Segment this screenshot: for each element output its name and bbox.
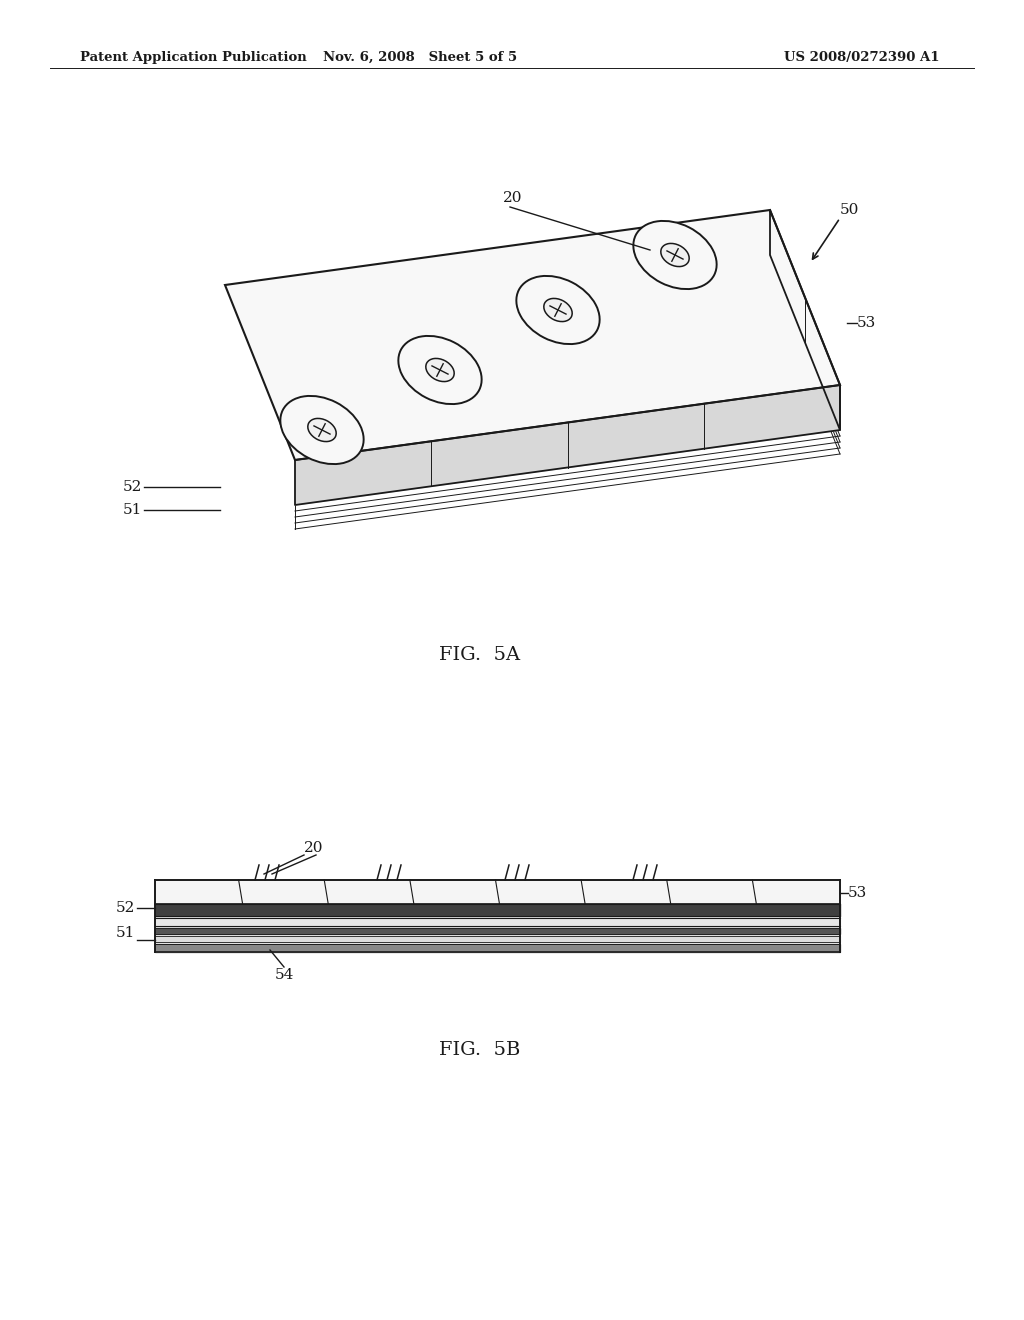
Polygon shape <box>155 944 840 952</box>
Text: 51: 51 <box>123 503 142 517</box>
Ellipse shape <box>516 276 600 345</box>
Text: 54: 54 <box>274 968 294 982</box>
Ellipse shape <box>634 220 717 289</box>
Text: 53: 53 <box>857 315 877 330</box>
Ellipse shape <box>308 418 336 442</box>
Text: 51: 51 <box>116 927 135 940</box>
Text: 20: 20 <box>503 191 522 205</box>
Text: 52: 52 <box>123 480 142 494</box>
Polygon shape <box>155 880 840 904</box>
Text: Patent Application Publication: Patent Application Publication <box>80 50 307 63</box>
Ellipse shape <box>426 359 455 381</box>
Text: US 2008/0272390 A1: US 2008/0272390 A1 <box>784 50 940 63</box>
Text: FIG.  5A: FIG. 5A <box>439 645 520 664</box>
Polygon shape <box>295 385 840 506</box>
Polygon shape <box>155 928 840 935</box>
Text: 53: 53 <box>848 886 867 900</box>
Text: 20: 20 <box>304 841 324 855</box>
Ellipse shape <box>544 298 572 322</box>
Ellipse shape <box>660 243 689 267</box>
Polygon shape <box>155 917 840 927</box>
Ellipse shape <box>398 335 481 404</box>
Text: Nov. 6, 2008   Sheet 5 of 5: Nov. 6, 2008 Sheet 5 of 5 <box>323 50 517 63</box>
Polygon shape <box>155 936 840 942</box>
Polygon shape <box>770 210 840 430</box>
Ellipse shape <box>281 396 364 465</box>
Text: 50: 50 <box>840 203 859 216</box>
Text: 52: 52 <box>116 902 135 915</box>
Text: FIG.  5B: FIG. 5B <box>439 1041 520 1059</box>
Polygon shape <box>225 210 840 459</box>
Polygon shape <box>155 904 840 916</box>
